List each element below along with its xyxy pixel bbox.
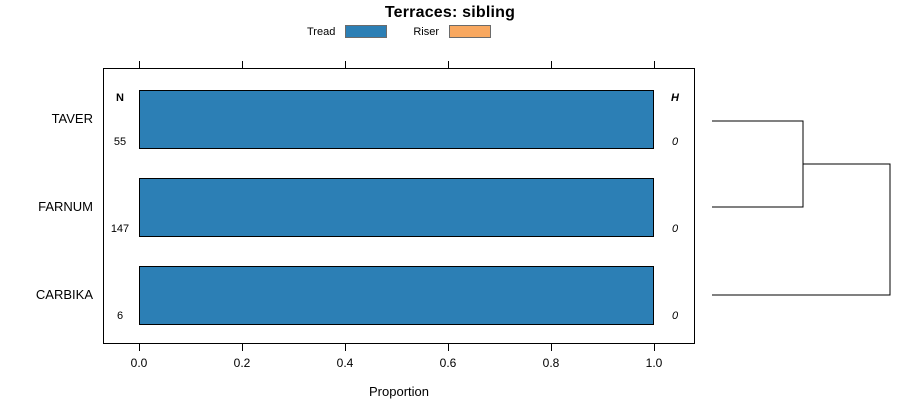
n-value-carbika: 6 (116, 310, 124, 322)
x-tick-label: 0.4 (336, 356, 354, 370)
x-tick-label: 0.2 (233, 356, 251, 370)
bottom-tick (139, 344, 140, 351)
legend: Tread Riser (103, 25, 695, 38)
top-tick (551, 61, 552, 68)
bar-track-carbika (139, 266, 654, 325)
bottom-tick (345, 344, 346, 351)
n-value-taver: 55 (113, 136, 127, 148)
x-tick-label: 0.6 (439, 356, 457, 370)
h-column-header: H (671, 92, 679, 104)
legend-entry-riser: Riser (413, 25, 491, 38)
top-tick (345, 61, 346, 68)
x-tick-label: 0.8 (542, 356, 560, 370)
top-tick (242, 61, 243, 68)
chart-title: Terraces: sibling (384, 4, 516, 21)
n-value-farnum: 147 (110, 223, 130, 235)
h-value-carbika: 0 (671, 310, 679, 322)
n-column-header: N (116, 92, 124, 104)
bottom-tick (448, 344, 449, 351)
dendrogram-merge-cluster-carbika (712, 163, 891, 296)
bar-tread-farnum (139, 178, 654, 237)
legend-swatch-riser (449, 25, 491, 38)
top-tick (654, 61, 655, 68)
top-tick (448, 61, 449, 68)
x-tick-label: 1.0 (645, 356, 663, 370)
top-tick (139, 61, 140, 68)
bottom-tick (551, 344, 552, 351)
category-label-carbika: CARBIKA (35, 287, 93, 302)
legend-label-riser: Riser (413, 25, 439, 38)
bar-track-taver (139, 90, 654, 149)
bottom-tick (242, 344, 243, 351)
category-label-taver: TAVER (51, 111, 93, 126)
bottom-tick (654, 344, 655, 351)
category-label-farnum: FARNUM (38, 199, 93, 214)
legend-entry-tread: Tread (307, 25, 388, 38)
dendrogram-merge-taver-farnum (712, 120, 804, 208)
bar-tread-taver (139, 90, 654, 149)
x-tick-label: 0.0 (130, 356, 148, 370)
bar-track-farnum (139, 178, 654, 237)
bar-tread-carbika (139, 266, 654, 325)
legend-swatch-tread (345, 25, 388, 38)
dendrogram (712, 120, 891, 296)
legend-label-tread: Tread (307, 25, 336, 38)
h-value-farnum: 0 (671, 223, 679, 235)
x-axis-title: Proportion (369, 384, 429, 399)
h-value-taver: 0 (671, 136, 679, 148)
